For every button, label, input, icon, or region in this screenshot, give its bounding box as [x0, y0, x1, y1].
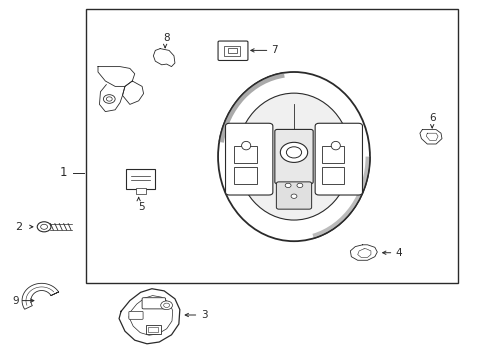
FancyBboxPatch shape — [315, 123, 363, 195]
Circle shape — [280, 142, 308, 162]
Circle shape — [161, 301, 172, 310]
Bar — [321, 167, 344, 184]
Polygon shape — [98, 67, 135, 86]
Text: 6: 6 — [429, 113, 436, 123]
Bar — [224, 46, 240, 56]
Polygon shape — [420, 130, 442, 144]
Polygon shape — [119, 289, 180, 344]
FancyBboxPatch shape — [225, 123, 273, 195]
Bar — [234, 167, 257, 184]
Ellipse shape — [331, 141, 341, 150]
Text: 1: 1 — [60, 166, 68, 179]
Bar — [126, 169, 155, 189]
Circle shape — [103, 95, 115, 103]
Circle shape — [291, 194, 297, 198]
Polygon shape — [22, 283, 59, 309]
Circle shape — [37, 222, 51, 232]
FancyBboxPatch shape — [218, 41, 248, 60]
Bar — [148, 327, 158, 332]
FancyBboxPatch shape — [142, 298, 166, 309]
Circle shape — [286, 147, 301, 158]
Circle shape — [106, 97, 112, 101]
Text: 3: 3 — [201, 310, 208, 320]
Text: 5: 5 — [138, 202, 145, 212]
Ellipse shape — [218, 72, 370, 241]
FancyBboxPatch shape — [275, 130, 313, 184]
Circle shape — [164, 303, 170, 307]
Circle shape — [297, 183, 303, 188]
Bar — [234, 145, 257, 162]
Polygon shape — [350, 245, 377, 260]
FancyBboxPatch shape — [129, 311, 143, 319]
Circle shape — [41, 224, 48, 229]
Bar — [146, 325, 161, 334]
Polygon shape — [153, 49, 175, 67]
Polygon shape — [122, 81, 144, 104]
Text: 2: 2 — [15, 222, 22, 232]
Bar — [321, 145, 344, 162]
Circle shape — [285, 183, 291, 188]
Bar — [228, 48, 237, 53]
Ellipse shape — [242, 141, 251, 150]
Text: 7: 7 — [271, 45, 278, 55]
Text: 4: 4 — [395, 248, 402, 258]
Text: 8: 8 — [163, 33, 170, 43]
Ellipse shape — [237, 93, 351, 220]
Bar — [136, 188, 146, 194]
FancyBboxPatch shape — [276, 182, 312, 209]
Text: 9: 9 — [12, 296, 19, 306]
Bar — [86, 9, 458, 283]
